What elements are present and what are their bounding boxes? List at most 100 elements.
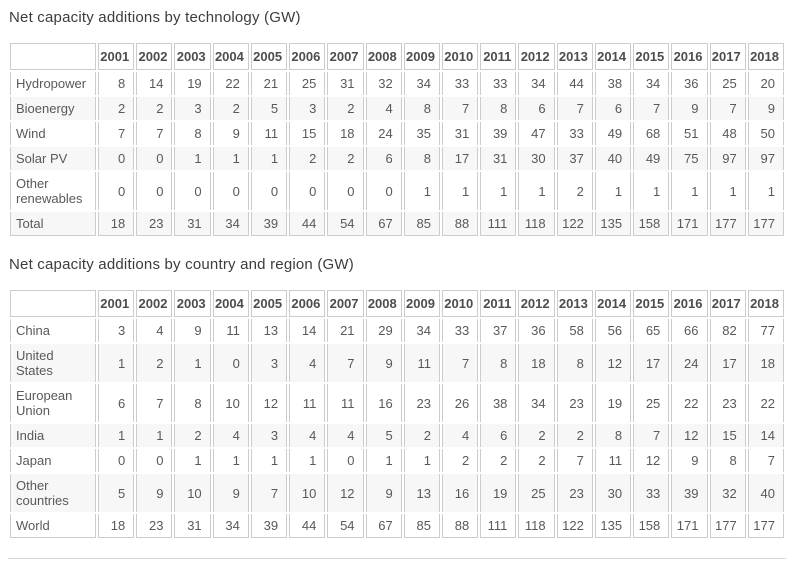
year-header-row: 2001 2002 2003 2004 2005 2006 2007 2008 2009 2010…: [10, 43, 784, 70]
year-header-cell: 2010: [441, 43, 479, 70]
value-cell: 2: [212, 97, 249, 120]
value-cell: 0: [289, 172, 326, 210]
value-cell: 88: [441, 212, 479, 236]
table-row: Hydropower 8 14 19 22 21 25 31 32 34 33 33 34 44 38 34 3…: [10, 72, 784, 95]
value-cell: 38: [480, 384, 517, 422]
value-cell: 6: [98, 384, 135, 422]
year-header-cell: 2002: [136, 43, 173, 70]
value-cell: 111: [480, 514, 517, 538]
value-cell: 158: [633, 514, 670, 538]
value-cell: 12: [327, 474, 364, 512]
value-cell: 158: [633, 212, 670, 236]
value-cell: 34: [518, 72, 555, 95]
value-cell: 31: [174, 212, 211, 236]
value-cell: 31: [480, 147, 517, 170]
value-cell: 2: [136, 344, 173, 382]
value-cell: 1: [403, 449, 440, 472]
value-cell: 2: [403, 424, 440, 447]
table-row: Bioenergy 2 2 3 2 5 3 2 4 8 7 8 6 7 6 7 9 7 9: [10, 97, 784, 120]
value-cell: 50: [747, 122, 784, 145]
year-header-cell: 2008: [365, 290, 402, 317]
value-cell: 23: [556, 474, 593, 512]
value-cell: 10: [289, 474, 326, 512]
value-cell: 11: [327, 384, 364, 422]
value-cell: 2: [518, 449, 555, 472]
value-cell: 122: [556, 514, 593, 538]
row-label: World: [10, 514, 96, 538]
value-cell: 2: [327, 97, 364, 120]
value-cell: 7: [98, 122, 135, 145]
value-cell: 33: [556, 122, 593, 145]
value-cell: 11: [250, 122, 288, 145]
value-cell: 4: [136, 319, 173, 342]
value-cell: 33: [441, 72, 479, 95]
value-cell: 2: [441, 449, 479, 472]
value-cell: 11: [403, 344, 440, 382]
value-cell: 35: [403, 122, 440, 145]
value-cell: 44: [556, 72, 593, 95]
year-header-cell: 2012: [518, 290, 555, 317]
value-cell: 29: [365, 319, 402, 342]
next-table-top-edge: [8, 558, 786, 571]
value-cell: 44: [289, 212, 326, 236]
value-cell: 1: [441, 172, 479, 210]
value-cell: 66: [671, 319, 708, 342]
value-cell: 0: [327, 449, 364, 472]
year-header-cell: 2008: [365, 43, 402, 70]
value-cell: 7: [633, 424, 670, 447]
value-cell: 33: [480, 72, 517, 95]
value-cell: 118: [518, 212, 555, 236]
technology-table-body: Hydropower 8 14 19 22 21 25 31 32 34 33 33 34 44 38 34 3…: [10, 72, 784, 236]
value-cell: 77: [747, 319, 784, 342]
value-cell: 1: [212, 449, 249, 472]
value-cell: 9: [747, 97, 784, 120]
value-cell: 67: [365, 212, 402, 236]
row-label: Japan: [10, 449, 96, 472]
value-cell: 68: [633, 122, 670, 145]
year-header-cell: 2017: [709, 290, 746, 317]
value-cell: 1: [136, 424, 173, 447]
value-cell: 9: [212, 122, 249, 145]
value-cell: 12: [250, 384, 288, 422]
year-header-cell: 2014: [594, 43, 632, 70]
value-cell: 1: [98, 344, 135, 382]
corner-cell: [10, 290, 96, 317]
value-cell: 3: [289, 97, 326, 120]
value-cell: 85: [403, 514, 440, 538]
value-cell: 9: [365, 344, 402, 382]
value-cell: 8: [480, 344, 517, 382]
row-label: European Union: [10, 384, 96, 422]
table-row: European Union 6 7 8 10 12 11 11 16 23 26 38 34 23 19 2…: [10, 384, 784, 422]
year-header-cell: 2012: [518, 43, 555, 70]
value-cell: 6: [365, 147, 402, 170]
value-cell: 58: [556, 319, 593, 342]
row-label: Bioenergy: [10, 97, 96, 120]
table-row: Wind 7 7 8 9 11 15 18 24 35 31 39 47 33 49 68 51 48 50: [10, 122, 784, 145]
year-header-cell: 2015: [633, 290, 670, 317]
value-cell: 0: [98, 147, 135, 170]
value-cell: 11: [212, 319, 249, 342]
value-cell: 6: [480, 424, 517, 447]
value-cell: 1: [174, 449, 211, 472]
row-label: Other countries: [10, 474, 96, 512]
value-cell: 7: [327, 344, 364, 382]
value-cell: 23: [709, 384, 746, 422]
value-cell: 0: [212, 344, 249, 382]
value-cell: 49: [594, 122, 632, 145]
value-cell: 1: [212, 147, 249, 170]
value-cell: 1: [174, 147, 211, 170]
value-cell: 33: [633, 474, 670, 512]
value-cell: 177: [709, 514, 746, 538]
year-header-cell: 2016: [671, 43, 708, 70]
value-cell: 30: [594, 474, 632, 512]
value-cell: 18: [747, 344, 784, 382]
value-cell: 0: [98, 172, 135, 210]
value-cell: 7: [709, 97, 746, 120]
value-cell: 3: [250, 424, 288, 447]
value-cell: 1: [480, 172, 517, 210]
value-cell: 11: [289, 384, 326, 422]
value-cell: 25: [289, 72, 326, 95]
year-header-cell: 2009: [403, 43, 440, 70]
value-cell: 7: [747, 449, 784, 472]
year-header-cell: 2004: [212, 43, 249, 70]
